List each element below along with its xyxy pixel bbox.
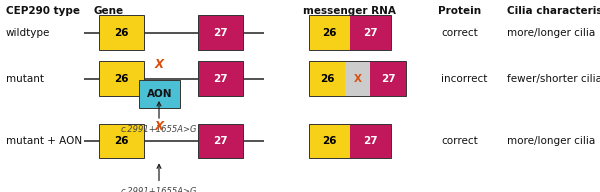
Bar (198, 61, 243, 96)
Bar (198, 15, 243, 50)
Text: 26: 26 (114, 74, 129, 84)
Text: mutant: mutant (6, 74, 44, 84)
Text: 26: 26 (114, 28, 129, 38)
Bar (309, 124, 350, 158)
Text: 26: 26 (320, 74, 334, 84)
Bar (345, 61, 370, 96)
Text: wildtype: wildtype (6, 28, 50, 38)
Text: fewer/shorter cilia: fewer/shorter cilia (507, 74, 600, 84)
Text: Protein: Protein (438, 6, 481, 16)
Bar (139, 80, 180, 108)
Bar (350, 15, 391, 50)
Bar (99, 61, 144, 96)
Text: incorrect: incorrect (441, 74, 487, 84)
Text: 26: 26 (322, 136, 337, 146)
Text: messenger RNA: messenger RNA (303, 6, 396, 16)
Text: X: X (155, 120, 163, 133)
Bar (309, 61, 406, 96)
Text: more/longer cilia: more/longer cilia (507, 28, 595, 38)
Bar (99, 15, 144, 50)
Text: correct: correct (441, 136, 478, 146)
Text: c.2991+1655A>G: c.2991+1655A>G (121, 125, 197, 134)
Bar (370, 61, 406, 96)
Bar (198, 124, 243, 158)
Text: Cilia characteristics: Cilia characteristics (507, 6, 600, 16)
Text: X: X (155, 58, 163, 71)
Text: Gene: Gene (93, 6, 123, 16)
Text: X: X (353, 74, 362, 84)
Text: 26: 26 (114, 136, 129, 146)
Bar (309, 61, 345, 96)
Text: CEP290 type: CEP290 type (6, 6, 80, 16)
Text: 26: 26 (322, 28, 337, 38)
Text: 27: 27 (213, 28, 228, 38)
Bar (99, 124, 144, 158)
Bar (309, 15, 391, 50)
Bar (309, 15, 350, 50)
Text: c.2991+1655A>G: c.2991+1655A>G (121, 187, 197, 192)
Text: 27: 27 (363, 28, 377, 38)
Text: 27: 27 (213, 74, 228, 84)
Text: 27: 27 (213, 136, 228, 146)
Text: AON: AON (147, 89, 172, 99)
Text: more/longer cilia: more/longer cilia (507, 136, 595, 146)
Text: 27: 27 (381, 74, 395, 84)
Text: mutant + AON: mutant + AON (6, 136, 82, 146)
Bar (309, 124, 391, 158)
Text: 27: 27 (363, 136, 377, 146)
Bar (350, 124, 391, 158)
Text: correct: correct (441, 28, 478, 38)
